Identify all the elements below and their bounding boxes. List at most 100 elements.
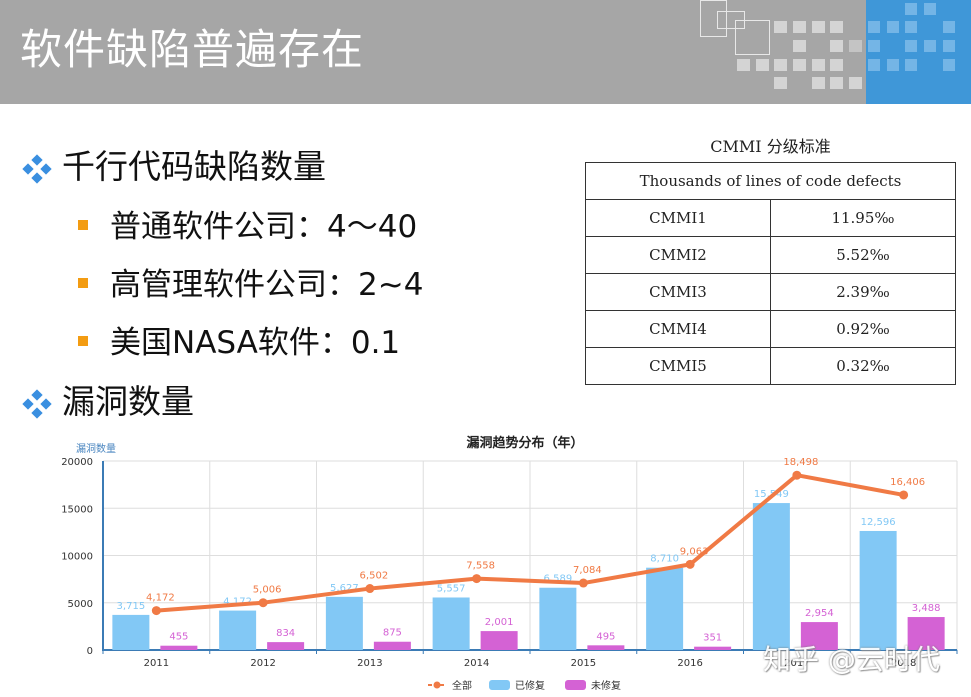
vulnerability-trend-chart: 漏洞趋势分布（年） 漏洞数量 0 5000 10000 15000 20000 3,715 45… xyxy=(0,428,971,697)
square-bullet-icon xyxy=(78,277,88,288)
decor-square xyxy=(887,21,899,33)
bullet-level1: 漏洞数量 xyxy=(22,375,194,423)
bar-fixed xyxy=(752,503,790,650)
x-tick-label: 2014 xyxy=(464,658,489,669)
bar-label-unfixed: 2,001 xyxy=(485,617,514,628)
bullet-text: 普通软件公司：4～40 xyxy=(110,209,418,245)
decor-square xyxy=(943,40,955,52)
legend-label: 未修复 xyxy=(591,679,621,692)
bar-unfixed xyxy=(267,642,305,650)
bullet-text: 千行代码缺陷数量 xyxy=(62,147,326,186)
decor-square xyxy=(905,59,917,71)
bullet-text: 高管理软件公司：2~4 xyxy=(110,267,424,303)
line-point xyxy=(365,584,375,594)
legend-swatch-icon xyxy=(489,680,510,690)
decor-square xyxy=(793,21,806,33)
y-tick-label: 15000 xyxy=(61,504,93,515)
decor-square xyxy=(905,3,917,15)
decor-square xyxy=(849,77,862,89)
table-cell-level: CMMI5 xyxy=(585,347,771,385)
line-label-total: 6,502 xyxy=(360,571,389,582)
y-tick-label: 20000 xyxy=(61,457,93,468)
line-total xyxy=(156,473,904,613)
line-point xyxy=(685,559,695,569)
bar-label-fixed: 12,596 xyxy=(861,517,896,528)
bullet-text: 漏洞数量 xyxy=(62,382,194,421)
bar-fixed xyxy=(325,596,363,650)
y-tick-label: 0 xyxy=(87,646,93,657)
x-tick-label: 2011 xyxy=(144,658,169,669)
legend-label: 全部 xyxy=(452,679,472,692)
square-bullet-icon xyxy=(78,219,88,230)
table-cell-level: CMMI4 xyxy=(585,310,771,348)
decor-square xyxy=(924,40,936,52)
decor-square xyxy=(943,21,955,33)
decor-square xyxy=(812,59,825,71)
bar-label-fixed: 5,557 xyxy=(437,583,466,594)
bar-fixed xyxy=(859,530,897,650)
cmmi-table-figure: CMMI 分级标准 Thousands of lines of code def… xyxy=(585,132,956,385)
chart-title: 漏洞趋势分布（年） xyxy=(466,435,583,451)
x-tick-label: 2016 xyxy=(677,658,702,669)
line-point xyxy=(792,470,802,480)
table-caption: CMMI 分级标准 xyxy=(710,137,831,156)
decor-outline-square xyxy=(735,20,770,55)
x-tick-label: 2012 xyxy=(250,658,275,669)
bar-unfixed xyxy=(694,646,732,650)
bar-label-fixed: 8,710 xyxy=(650,554,679,565)
decor-square xyxy=(905,21,917,33)
decor-outline-square xyxy=(700,0,727,37)
cmmi-table: Thousands of lines of code defects CMMI1… xyxy=(585,162,956,385)
table-cell-level: CMMI1 xyxy=(585,199,771,237)
line-label-total: 5,006 xyxy=(253,585,282,596)
table-row: CMMI4 0.92‰ xyxy=(585,310,956,348)
diamond-bullet-icon xyxy=(22,388,52,419)
legend-line-icon xyxy=(433,681,441,689)
watermark: 知乎 @云时代 xyxy=(763,643,940,676)
square-bullet-icon xyxy=(78,335,88,346)
decor-square xyxy=(924,3,936,15)
table-row: CMMI5 0.32‰ xyxy=(585,347,956,385)
line-label-total: 4,172 xyxy=(146,593,175,604)
table-row: CMMI3 2.39‰ xyxy=(585,273,956,311)
table-cell-value: 0.92‰ xyxy=(770,310,956,348)
table-cell-value: 5.52‰ xyxy=(770,236,956,274)
bar-label-unfixed: 455 xyxy=(169,632,188,643)
bullet-level2: 高管理软件公司：2~4 xyxy=(78,259,423,304)
line-point xyxy=(151,606,161,616)
line-label-total: 16,406 xyxy=(890,477,925,488)
bar-label-fixed: 6,589 xyxy=(544,574,573,585)
x-tick-label: 2017 xyxy=(784,658,809,669)
bar-label-unfixed: 495 xyxy=(596,631,615,642)
decor-square xyxy=(849,40,862,52)
bar-fixed xyxy=(112,614,150,650)
bar-label-unfixed: 834 xyxy=(276,628,295,639)
table-cell-level: CMMI3 xyxy=(585,273,771,311)
bullet-level1: 千行代码缺陷数量 xyxy=(22,140,326,188)
bullet-text: 美国NASA软件：0.1 xyxy=(110,325,401,361)
bar-label-fixed: 3,715 xyxy=(117,601,146,612)
y-tick-label: 10000 xyxy=(61,552,93,563)
bar-fixed xyxy=(646,567,684,650)
decor-square xyxy=(737,59,750,71)
bar-unfixed xyxy=(480,631,518,650)
decor-square xyxy=(868,59,880,71)
table-cell-value: 2.39‰ xyxy=(770,273,956,311)
bullet-level2: 美国NASA软件：0.1 xyxy=(78,317,400,362)
decor-square xyxy=(830,40,843,52)
decor-square xyxy=(774,77,787,89)
diamond-bullet-icon xyxy=(22,153,52,184)
line-label-total: 7,084 xyxy=(573,565,602,576)
legend-label: 已修复 xyxy=(515,679,545,692)
bar-label-unfixed: 875 xyxy=(383,628,402,639)
bar-fixed xyxy=(219,610,257,650)
decor-square xyxy=(793,59,806,71)
line-point xyxy=(578,578,588,588)
decor-square xyxy=(830,59,843,71)
line-label-total: 7,558 xyxy=(466,561,495,572)
x-tick-label: 2018 xyxy=(891,658,916,669)
decor-square xyxy=(774,59,787,71)
bar-label-unfixed: 3,488 xyxy=(912,603,941,614)
decor-square xyxy=(793,40,806,52)
decor-square xyxy=(812,77,825,89)
